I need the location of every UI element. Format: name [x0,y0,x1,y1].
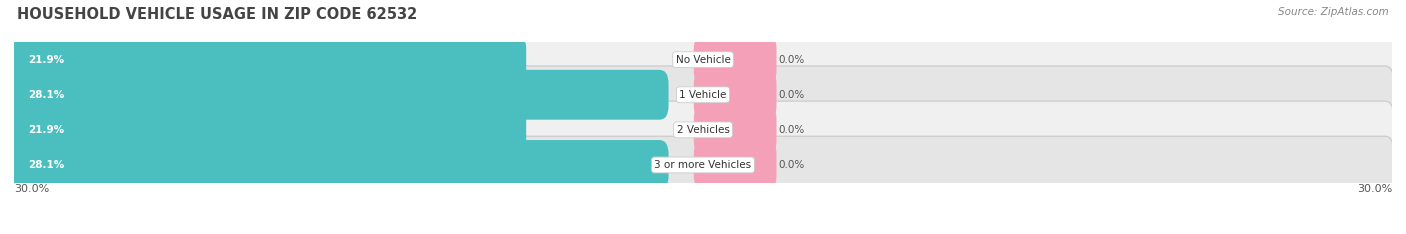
Text: 3 or more Vehicles: 3 or more Vehicles [654,160,752,170]
FancyBboxPatch shape [13,31,1393,88]
Text: 30.0%: 30.0% [1357,184,1392,194]
Text: No Vehicle: No Vehicle [675,55,731,65]
FancyBboxPatch shape [13,136,1393,194]
FancyBboxPatch shape [693,105,776,155]
Text: 30.0%: 30.0% [14,184,49,194]
Text: HOUSEHOLD VEHICLE USAGE IN ZIP CODE 62532: HOUSEHOLD VEHICLE USAGE IN ZIP CODE 6253… [17,7,418,22]
Text: 2 Vehicles: 2 Vehicles [676,125,730,135]
Text: 0.0%: 0.0% [779,90,806,100]
Text: 28.1%: 28.1% [28,160,65,170]
Text: 28.1%: 28.1% [28,90,65,100]
FancyBboxPatch shape [693,35,776,84]
Text: 0.0%: 0.0% [779,160,806,170]
Text: 21.9%: 21.9% [28,125,63,135]
Text: 0.0%: 0.0% [779,55,806,65]
FancyBboxPatch shape [4,70,669,120]
FancyBboxPatch shape [4,140,669,190]
FancyBboxPatch shape [13,101,1393,159]
Text: 21.9%: 21.9% [28,55,63,65]
Text: 0.0%: 0.0% [779,125,806,135]
FancyBboxPatch shape [693,70,776,120]
Legend: Owner-occupied, Renter-occupied: Owner-occupied, Renter-occupied [586,231,820,234]
Text: Source: ZipAtlas.com: Source: ZipAtlas.com [1278,7,1389,17]
FancyBboxPatch shape [13,66,1393,124]
Text: 1 Vehicle: 1 Vehicle [679,90,727,100]
FancyBboxPatch shape [4,35,526,84]
FancyBboxPatch shape [4,105,526,155]
FancyBboxPatch shape [693,140,776,190]
